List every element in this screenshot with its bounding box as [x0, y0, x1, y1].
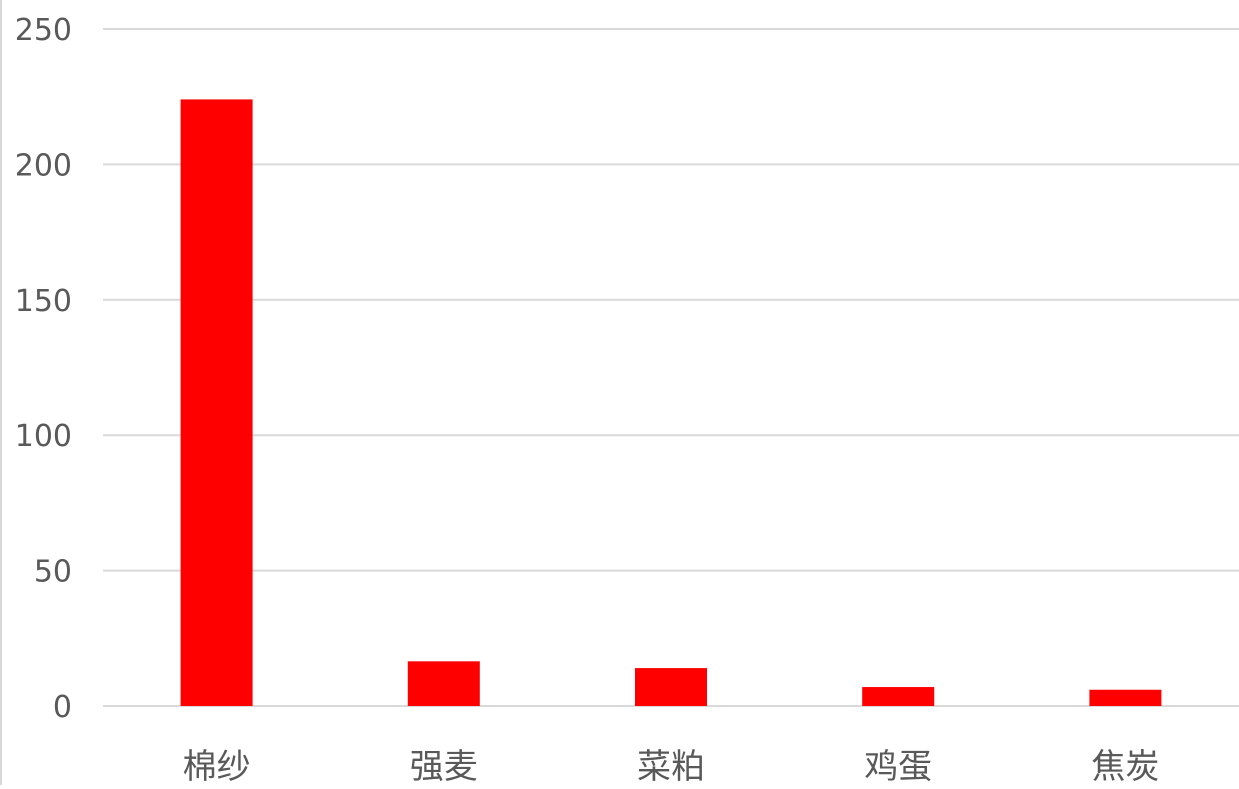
y-tick-label: 250: [15, 13, 72, 48]
y-tick-label: 50: [34, 555, 72, 590]
x-axis-tick-labels: 棉纱 强麦 菜粕 鸡蛋 焦炭: [183, 747, 1160, 787]
x-tick-label: 强麦: [410, 747, 478, 785]
bar-1: [407, 661, 480, 706]
bar-4: [1089, 689, 1162, 706]
y-tick-label: 200: [15, 148, 72, 183]
y-tick-label: 150: [15, 284, 72, 319]
bar-2: [635, 668, 707, 706]
y-tick-label: 0: [53, 690, 72, 725]
gridlines: [103, 28, 1239, 707]
bar-0: [180, 99, 253, 706]
bar-3: [862, 687, 935, 706]
x-tick-label: 菜粕: [637, 747, 705, 785]
y-axis-tick-labels: 0 50 100 150 200 250: [15, 13, 72, 725]
x-tick-label: 鸡蛋: [864, 747, 932, 785]
chart-left-border: [0, 0, 2, 785]
bars: [180, 99, 1162, 706]
x-tick-label: 棉纱: [183, 747, 251, 785]
y-tick-label: 100: [15, 419, 72, 454]
x-tick-label: 焦炭: [1091, 747, 1159, 785]
